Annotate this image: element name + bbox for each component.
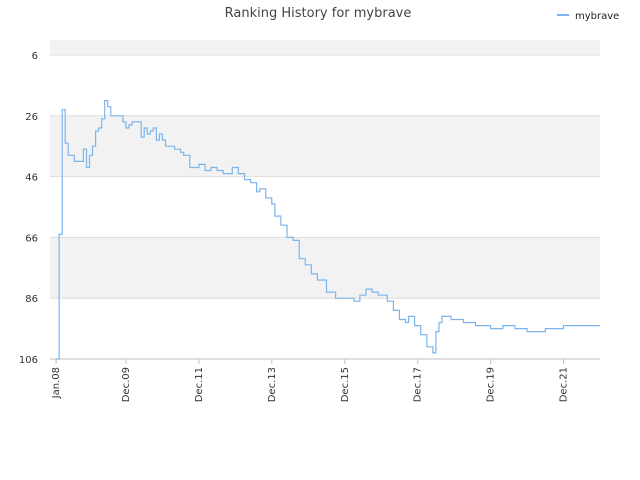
y-axis: 6 26 46 66 86 106 [19, 51, 38, 366]
x-tick-label: Dec.09 [121, 367, 132, 402]
x-tick-label: Dec.21 [559, 367, 570, 402]
y-tick-label: 86 [25, 294, 38, 305]
x-tick-label: Dec.17 [413, 367, 424, 402]
y-tick-label: 6 [32, 51, 38, 62]
x-tick-label: Jan.08 [51, 367, 62, 399]
legend[interactable]: mybrave [557, 11, 619, 22]
series-line-mybrave [56, 100, 600, 360]
y-tick-label: 106 [19, 355, 38, 366]
plot-band-66-86 [50, 237, 600, 299]
y-tick-label: 46 [25, 173, 38, 184]
x-tick-label: Dec.15 [340, 367, 351, 402]
grid-lines [50, 54, 600, 360]
x-tick-label: Dec.19 [486, 367, 497, 402]
x-axis: Jan.08 Dec.09 Dec.11 Dec.13 Dec.15 Dec.17 Dec.… [50, 358, 600, 402]
series-group [56, 100, 600, 360]
plot-bands [50, 40, 600, 299]
x-tick-label: Dec.13 [267, 367, 278, 402]
y-tick-label: 26 [25, 112, 38, 123]
plot-band-top [50, 40, 600, 55]
chart-title: Ranking History for mybrave [225, 6, 412, 21]
legend-label-mybrave: mybrave [575, 11, 619, 22]
y-tick-label: 66 [25, 233, 38, 244]
x-tick-label: Dec.11 [194, 367, 205, 402]
